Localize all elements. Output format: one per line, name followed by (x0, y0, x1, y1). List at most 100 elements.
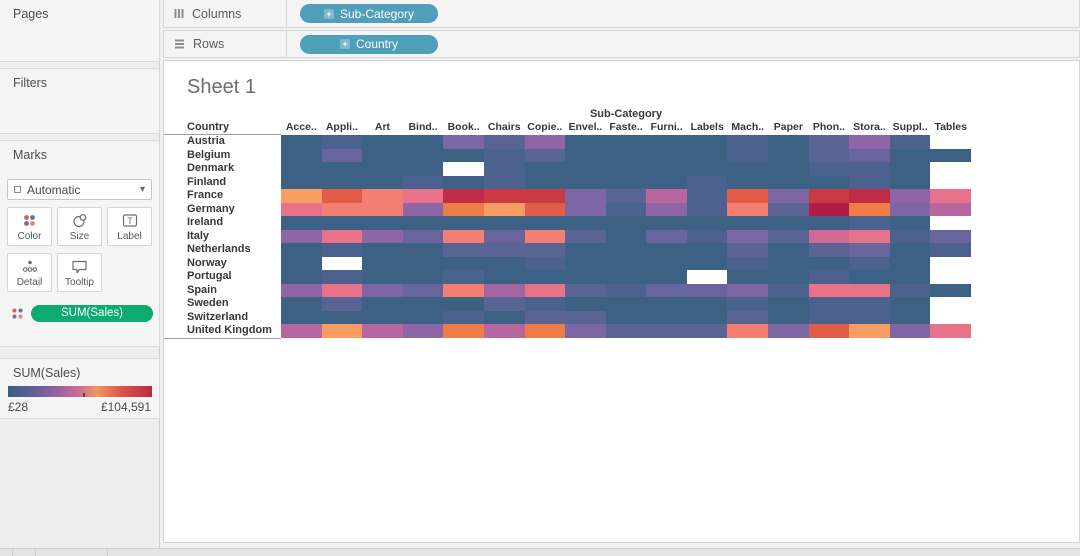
heatmap-cell[interactable] (768, 297, 809, 311)
heatmap-cell[interactable] (483, 162, 525, 176)
heatmap-cell[interactable] (930, 216, 971, 230)
heatmap-cell[interactable] (768, 175, 809, 190)
heatmap-cell[interactable] (889, 270, 931, 284)
heatmap-cell[interactable] (605, 229, 647, 244)
column-header[interactable]: Art (374, 121, 391, 133)
column-header[interactable]: Mach.. (731, 121, 765, 133)
heatmap-cell[interactable] (605, 202, 647, 217)
heatmap-cell[interactable] (524, 256, 566, 271)
heatmap-cell[interactable] (524, 148, 566, 163)
heatmap-cell[interactable] (808, 175, 850, 190)
heatmap-cell[interactable] (646, 148, 687, 163)
detail-button[interactable]: Detail (7, 253, 52, 292)
heatmap-cell[interactable] (768, 148, 809, 163)
heatmap-cell[interactable] (321, 189, 363, 203)
heatmap-cell[interactable] (483, 310, 525, 325)
heatmap-cell[interactable] (443, 324, 484, 338)
heatmap-cell[interactable] (849, 270, 890, 284)
heatmap-cell[interactable] (524, 135, 566, 149)
heatmap-cell[interactable] (808, 162, 850, 176)
heatmap-cell[interactable] (646, 283, 687, 298)
heatmap-cell[interactable] (402, 270, 444, 284)
sum-sales-pill[interactable]: SUM(Sales) (31, 304, 153, 322)
heatmap-cell[interactable] (727, 162, 769, 176)
heatmap-cell[interactable] (849, 283, 890, 298)
heatmap-cell[interactable] (849, 297, 890, 311)
heatmap-cell[interactable] (565, 310, 606, 325)
heatmap-cell[interactable] (605, 283, 647, 298)
mark-type-dropdown[interactable]: Automatic ▾ (7, 179, 152, 200)
heatmap-cell[interactable] (727, 283, 769, 298)
heatmap-cell[interactable] (362, 270, 403, 284)
heatmap-cell[interactable] (727, 202, 769, 217)
heatmap-cell[interactable] (808, 283, 850, 298)
heatmap-cell[interactable] (281, 135, 322, 149)
heatmap-cell[interactable] (930, 297, 971, 311)
heatmap-cell[interactable] (483, 148, 525, 163)
row-field-caption[interactable]: Country (164, 121, 281, 135)
heatmap-cell[interactable] (565, 189, 606, 203)
heatmap-cell[interactable] (443, 270, 484, 284)
heatmap-cell[interactable] (808, 229, 850, 244)
heatmap-cell[interactable] (483, 216, 525, 230)
heatmap-cell[interactable] (889, 283, 931, 298)
row-header[interactable]: Ireland (187, 216, 224, 229)
heatmap-cell[interactable] (565, 229, 606, 244)
heatmap-cell[interactable] (321, 324, 363, 338)
heatmap-cell[interactable] (768, 256, 809, 271)
heatmap-cell[interactable] (565, 243, 606, 257)
color-legend-card[interactable]: SUM(Sales) £28 £104,591 (0, 358, 160, 419)
heatmap-cell[interactable] (686, 256, 728, 271)
heatmap-cell[interactable] (362, 283, 403, 298)
expand-plus-icon[interactable]: + (339, 39, 350, 49)
heatmap-cell[interactable] (281, 283, 322, 298)
heatmap-cell[interactable] (362, 135, 403, 149)
heatmap-cell[interactable] (321, 256, 363, 271)
heatmap-cell[interactable] (605, 148, 647, 163)
column-header[interactable]: Acce.. (285, 121, 317, 133)
row-header[interactable]: Norway (187, 256, 227, 269)
heatmap-cell[interactable] (889, 175, 931, 190)
heatmap-cell[interactable] (849, 135, 890, 149)
row-header[interactable]: Finland (187, 175, 227, 188)
heatmap-cell[interactable] (727, 148, 769, 163)
sub-category-pill[interactable]: + Sub-Category (300, 4, 438, 23)
heatmap-cell[interactable] (768, 229, 809, 244)
column-header[interactable]: Phon.. (812, 121, 845, 133)
heatmap-cell[interactable] (402, 135, 444, 149)
heatmap-cell[interactable] (808, 270, 850, 284)
heatmap-cell[interactable] (727, 216, 769, 230)
heatmap-cell[interactable] (849, 216, 890, 230)
heatmap-cell[interactable] (727, 256, 769, 271)
heatmap-cell[interactable] (362, 162, 403, 176)
heatmap-cell[interactable] (605, 189, 647, 203)
heatmap-cell[interactable] (727, 135, 769, 149)
heatmap-cell[interactable] (362, 310, 403, 325)
heatmap-cell[interactable] (281, 229, 322, 244)
heatmap-cell[interactable] (524, 297, 566, 311)
heatmap-cell[interactable] (362, 243, 403, 257)
heatmap-cell[interactable] (321, 135, 363, 149)
heatmap-cell[interactable] (605, 310, 647, 325)
heatmap-cell[interactable] (849, 175, 890, 190)
heatmap-cell[interactable] (889, 256, 931, 271)
heatmap-cell[interactable] (443, 243, 484, 257)
heatmap-cell[interactable] (362, 175, 403, 190)
heatmap-cell[interactable] (565, 216, 606, 230)
heatmap-cell[interactable] (402, 256, 444, 271)
column-header[interactable]: Furni.. (650, 121, 683, 133)
heatmap-cell[interactable] (483, 189, 525, 203)
heatmap-cell[interactable] (686, 202, 728, 217)
heatmap-cell[interactable] (443, 189, 484, 203)
heatmap-cell[interactable] (930, 202, 971, 217)
heatmap-cell[interactable] (849, 229, 890, 244)
columns-shelf[interactable]: Columns + Sub-Category (163, 0, 1080, 28)
heatmap-cell[interactable] (686, 283, 728, 298)
heatmap-cell[interactable] (281, 189, 322, 203)
heatmap-cell[interactable] (524, 310, 566, 325)
heatmap-cell[interactable] (402, 324, 444, 338)
heatmap-cell[interactable] (565, 270, 606, 284)
heatmap-cell[interactable] (524, 175, 566, 190)
heatmap-cell[interactable] (483, 270, 525, 284)
column-header[interactable]: Stora.. (853, 121, 886, 133)
